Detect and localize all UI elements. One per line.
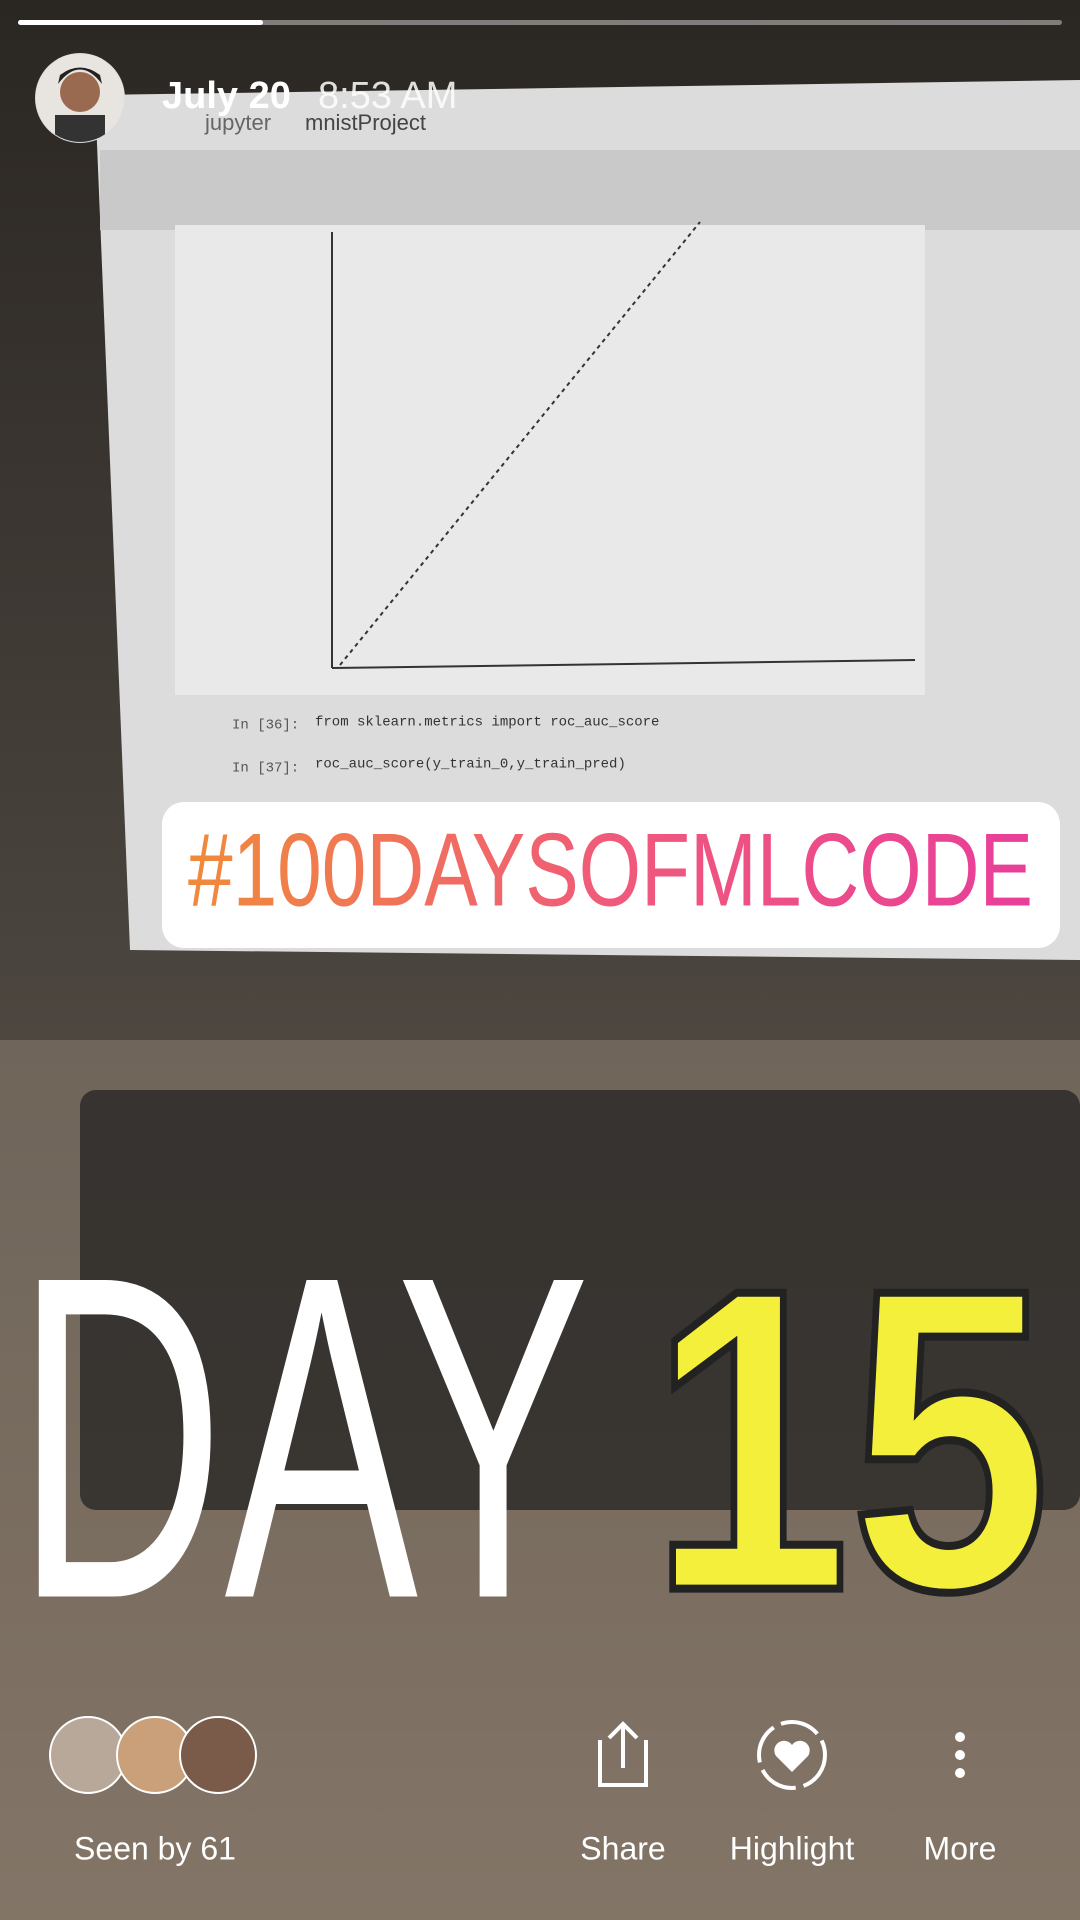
cell-prompt: In [37]: (232, 761, 299, 777)
avatar-photo (36, 54, 124, 142)
roc-line (339, 221, 701, 666)
share-icon[interactable] (598, 1721, 648, 1787)
plot-axis (331, 659, 916, 669)
viewer-avatars[interactable] (49, 1716, 257, 1794)
highlight-label[interactable]: Highlight (730, 1830, 855, 1866)
progress-track (18, 20, 1062, 25)
highlight-icon[interactable] (757, 1720, 827, 1790)
plot-area (175, 225, 925, 695)
share-label[interactable]: Share (580, 1830, 665, 1866)
more-icon[interactable] (955, 1732, 965, 1778)
notebook-toolbar (100, 150, 1080, 230)
day-text: DAY (15, 1182, 590, 1695)
more-label[interactable]: More (924, 1830, 997, 1866)
notebook-app: jupyter (204, 110, 271, 135)
cell-code: from sklearn.metrics import roc_auc_scor… (315, 715, 659, 731)
keyboard (80, 1090, 1080, 1510)
cell-prompt: In [36]: (232, 718, 299, 734)
progress-fill (18, 20, 263, 25)
notebook-title: mnistProject (305, 110, 426, 135)
story-date: July 20 (162, 75, 291, 117)
cell-code: roc_auc_score(y_train_0,y_train_pred) (315, 757, 626, 773)
hashtag-sticker[interactable] (162, 802, 1060, 948)
day-number: 15 (650, 1201, 1050, 1681)
seen-by[interactable]: Seen by 61 (74, 1830, 236, 1866)
hashtag-text: #100DAYSOFMLCODE (188, 812, 1033, 928)
story-time: 8:53 AM (318, 75, 457, 117)
